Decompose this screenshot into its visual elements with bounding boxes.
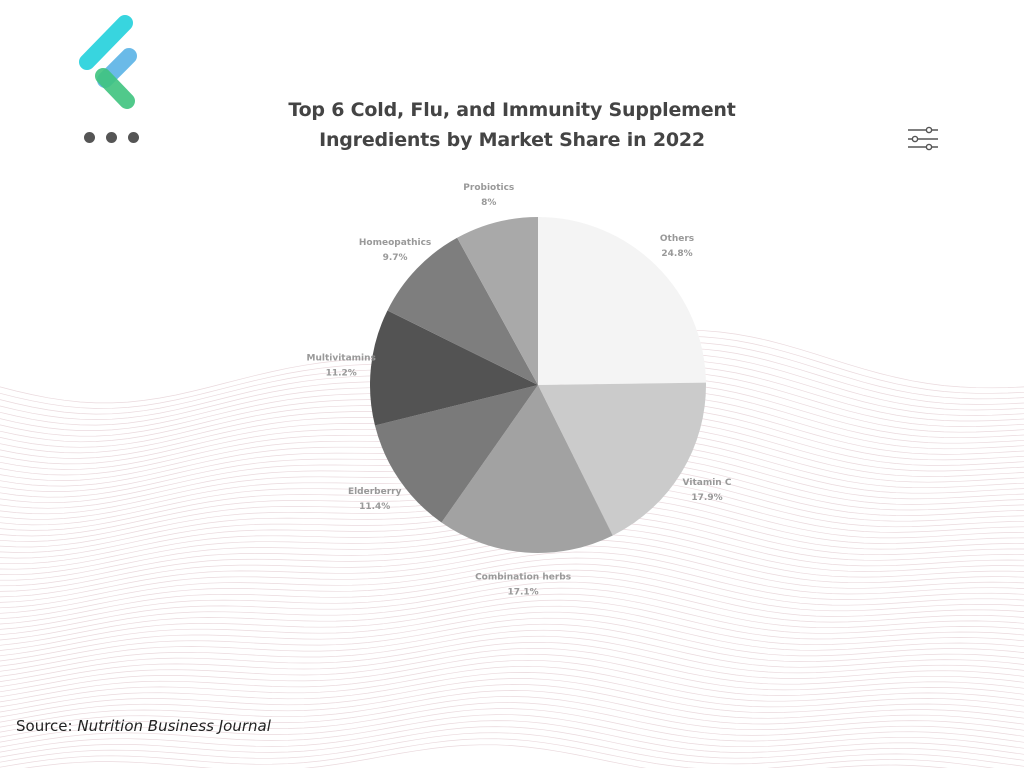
sliders-icon[interactable] — [905, 126, 941, 152]
wave-line — [0, 617, 1024, 667]
wave-line — [0, 714, 1024, 749]
slice-value-label: 17.1% — [507, 587, 538, 597]
more-dots-icon[interactable] — [84, 132, 139, 143]
wave-line — [0, 575, 1024, 630]
dot — [106, 132, 117, 143]
slider-knob — [925, 143, 933, 151]
wave-line — [0, 659, 1024, 703]
slider-knob — [911, 135, 919, 143]
wave-line — [0, 708, 1024, 743]
slice-value-label: 9.7% — [383, 253, 408, 263]
slice-value-label: 8% — [481, 198, 496, 208]
wave-line — [0, 653, 1024, 698]
pie-slice[interactable] — [441, 385, 613, 554]
pie-slice[interactable] — [370, 310, 538, 426]
slice-label: Elderberry — [348, 487, 402, 497]
wave-line — [0, 611, 1024, 662]
slice-label: Multivitamins — [307, 354, 376, 364]
wave-line — [0, 672, 1024, 713]
slice-label: Others — [660, 234, 694, 244]
source-note: Source: Nutrition Business Journal — [16, 717, 271, 735]
wave-line — [0, 599, 1024, 651]
wave-line — [0, 732, 1024, 767]
wave-line — [0, 684, 1024, 723]
pie-slices — [370, 217, 706, 554]
pie-slice[interactable] — [374, 385, 538, 523]
slider-knob — [925, 126, 933, 134]
slice-value-label: 17.9% — [691, 493, 722, 503]
brand-logo-icon — [79, 15, 137, 109]
slice-label: Homeopathics — [359, 238, 431, 248]
chart-title: Top 6 Cold, Flu, and Immunity Supplement… — [262, 95, 762, 155]
logo-stroke-green — [95, 68, 135, 109]
wave-line — [0, 557, 1024, 614]
wave-line — [0, 605, 1024, 657]
wave-line — [0, 635, 1024, 682]
wave-line — [0, 629, 1024, 677]
wave-line — [0, 593, 1024, 646]
wave-line — [0, 587, 1024, 641]
wave-line — [0, 545, 1024, 603]
source-prefix: Source: — [16, 717, 73, 735]
wave-line — [0, 569, 1024, 625]
wave-line — [0, 623, 1024, 672]
wave-line — [0, 665, 1024, 708]
pie-slice[interactable] — [538, 382, 706, 536]
slice-label: Vitamin C — [683, 478, 732, 488]
wave-line — [0, 696, 1024, 733]
source-name: Nutrition Business Journal — [77, 717, 271, 735]
wave-line — [0, 726, 1024, 761]
dot — [84, 132, 95, 143]
wave-line — [0, 738, 995, 768]
wave-line — [0, 678, 1024, 718]
chart-title-line2: Ingredients by Market Share in 2022 — [319, 129, 705, 151]
wave-line — [0, 563, 1024, 620]
slice-value-label: 24.8% — [661, 249, 692, 259]
wave-line — [0, 690, 1024, 728]
wave-line — [0, 641, 1024, 688]
pie-slice[interactable] — [387, 237, 538, 385]
wave-line — [0, 581, 1024, 636]
pie-slice[interactable] — [538, 217, 706, 385]
pie-slice[interactable] — [457, 217, 538, 385]
chart-title-line1: Top 6 Cold, Flu, and Immunity Supplement — [288, 99, 736, 121]
slice-value-label: 11.2% — [326, 369, 357, 379]
wave-line — [0, 551, 1024, 609]
pie-labels: Others 24.8% Vitamin C 17.9% Combination her… — [307, 183, 732, 597]
logo-stroke-cyan — [79, 15, 133, 70]
wave-line — [0, 647, 1024, 693]
slice-value-label: 11.4% — [359, 502, 390, 512]
wave-line — [23, 744, 949, 768]
slice-label: Probiotics — [463, 183, 514, 193]
wave-line — [0, 720, 1024, 755]
slice-label: Combination herbs — [475, 572, 571, 582]
dot — [128, 132, 139, 143]
wave-line — [0, 702, 1024, 738]
